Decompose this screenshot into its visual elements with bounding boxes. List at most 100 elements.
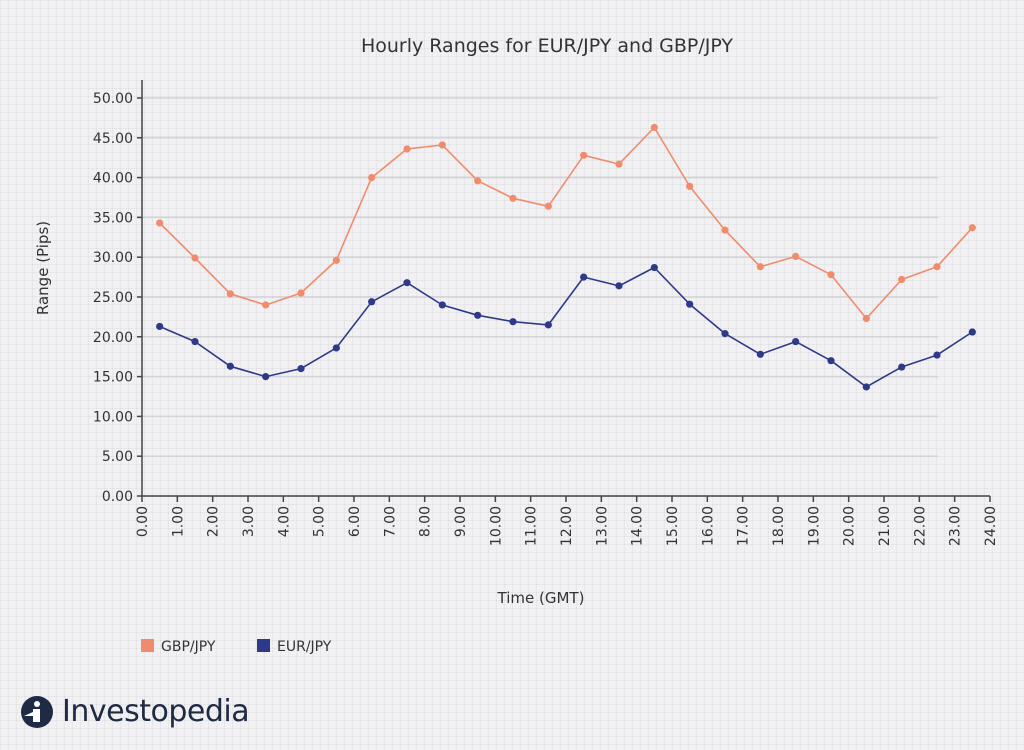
data-point-eur-jpy	[933, 351, 941, 359]
x-tick-label: 16.00	[700, 506, 716, 546]
legend-label-gbp-jpy: GBP/JPY	[161, 639, 216, 655]
data-point-eur-jpy	[650, 263, 658, 272]
x-tick-label: 14.00	[630, 506, 646, 546]
data-point-gbp-jpy	[898, 275, 906, 284]
x-tick-label: 13.00	[594, 506, 610, 546]
data-point-eur-jpy	[792, 337, 800, 346]
x-tick-label: 8.00	[418, 506, 434, 537]
x-tick-label: 21.00	[877, 506, 893, 546]
x-tick-label: 2.00	[206, 506, 222, 537]
data-point-gbp-jpy	[509, 194, 517, 202]
x-tick-label: 20.00	[842, 506, 858, 546]
x-axis-ticks: 0.00 1.00 2.00 3.00 4.00 5.00 6.00 7.00 8.00 9.00…	[135, 496, 999, 546]
investopedia-brand: Investopedia	[20, 694, 250, 729]
legend: GBP/JPY EUR/JPY	[141, 639, 332, 655]
x-tick-label: 18.00	[771, 506, 787, 546]
data-point-eur-jpy	[226, 362, 234, 370]
brand-name: Investopedia	[62, 694, 250, 729]
data-point-eur-jpy	[721, 330, 729, 338]
legend-swatch-gbp-jpy	[141, 639, 154, 652]
y-tick-label: 10.00	[93, 409, 133, 425]
data-point-eur-jpy	[544, 321, 552, 329]
x-tick-label: 10.00	[488, 506, 504, 546]
data-point-gbp-jpy	[686, 182, 694, 190]
data-point-eur-jpy	[898, 363, 906, 371]
data-point-gbp-jpy	[721, 226, 729, 234]
data-point-gbp-jpy	[156, 219, 164, 227]
series-line-gbp-jpy	[159, 126, 973, 320]
x-tick-label: 6.00	[347, 506, 363, 537]
series-line-eur-jpy	[159, 266, 973, 388]
x-tick-label: 4.00	[276, 506, 292, 537]
data-point-eur-jpy	[615, 282, 623, 290]
x-tick-label: 0.00	[135, 506, 151, 537]
y-tick-label: 0.00	[102, 489, 133, 505]
x-tick-label: 19.00	[806, 506, 822, 546]
data-point-eur-jpy	[191, 337, 199, 346]
y-tick-label: 30.00	[93, 250, 133, 266]
data-point-gbp-jpy	[226, 290, 234, 298]
axes	[141, 80, 990, 497]
y-axis-title: Range (Pips)	[34, 221, 52, 315]
data-point-gbp-jpy	[403, 145, 411, 153]
x-tick-label: 22.00	[912, 506, 928, 546]
data-point-eur-jpy	[756, 350, 764, 358]
x-tick-label: 9.00	[453, 506, 469, 537]
data-point-gbp-jpy	[191, 254, 199, 262]
data-point-gbp-jpy	[332, 256, 340, 264]
data-point-gbp-jpy	[297, 289, 305, 297]
x-tick-label: 17.00	[736, 506, 752, 546]
data-point-gbp-jpy	[756, 263, 764, 271]
legend-label-eur-jpy: EUR/JPY	[277, 639, 332, 655]
x-tick-label: 11.00	[524, 506, 540, 546]
line-chart: Hourly Ranges for EUR/JPY and GBP/JPY 0.…	[34, 35, 999, 655]
data-point-gbp-jpy	[792, 252, 800, 261]
data-point-eur-jpy	[332, 344, 340, 352]
series-layer	[156, 123, 976, 391]
data-point-eur-jpy	[403, 279, 411, 287]
x-tick-label: 24.00	[983, 506, 999, 546]
y-tick-label: 50.00	[93, 91, 133, 107]
chart-title: Hourly Ranges for EUR/JPY and GBP/JPY	[361, 35, 733, 57]
x-tick-label: 3.00	[241, 506, 257, 537]
data-point-eur-jpy	[686, 300, 694, 308]
y-tick-label: 45.00	[93, 131, 133, 147]
y-tick-label: 5.00	[102, 449, 133, 465]
grid-lines	[142, 97, 938, 457]
series-gbp-jpy	[156, 123, 976, 323]
data-point-gbp-jpy	[650, 123, 658, 132]
data-point-gbp-jpy	[968, 224, 976, 232]
x-tick-label: 15.00	[665, 506, 681, 546]
data-point-gbp-jpy	[544, 202, 552, 210]
data-point-eur-jpy	[474, 311, 482, 319]
data-point-gbp-jpy	[862, 314, 870, 323]
investopedia-logo-icon	[21, 695, 53, 728]
data-point-eur-jpy	[509, 318, 517, 326]
data-point-eur-jpy	[580, 273, 588, 281]
data-point-gbp-jpy	[368, 174, 376, 182]
data-point-eur-jpy	[297, 365, 305, 373]
x-tick-label: 7.00	[382, 506, 398, 537]
data-point-gbp-jpy	[615, 160, 623, 168]
y-tick-label: 35.00	[93, 210, 133, 226]
x-tick-label: 23.00	[948, 506, 964, 546]
data-point-gbp-jpy	[933, 263, 941, 271]
series-eur-jpy	[156, 263, 976, 391]
y-tick-label: 40.00	[93, 171, 133, 187]
data-point-gbp-jpy	[827, 271, 835, 279]
data-point-gbp-jpy	[262, 301, 270, 309]
data-point-eur-jpy	[368, 298, 376, 306]
data-point-eur-jpy	[827, 357, 835, 365]
data-point-eur-jpy	[862, 383, 870, 391]
data-point-eur-jpy	[438, 301, 446, 309]
data-point-eur-jpy	[968, 328, 976, 336]
data-point-gbp-jpy	[438, 141, 446, 149]
data-point-eur-jpy	[156, 322, 164, 331]
data-point-eur-jpy	[262, 373, 270, 381]
legend-swatch-eur-jpy	[257, 639, 270, 652]
y-tick-label: 20.00	[93, 330, 133, 346]
x-axis-title: Time (GMT)	[497, 589, 585, 607]
data-point-gbp-jpy	[580, 151, 588, 159]
y-tick-label: 15.00	[93, 370, 133, 386]
data-point-gbp-jpy	[474, 177, 482, 185]
